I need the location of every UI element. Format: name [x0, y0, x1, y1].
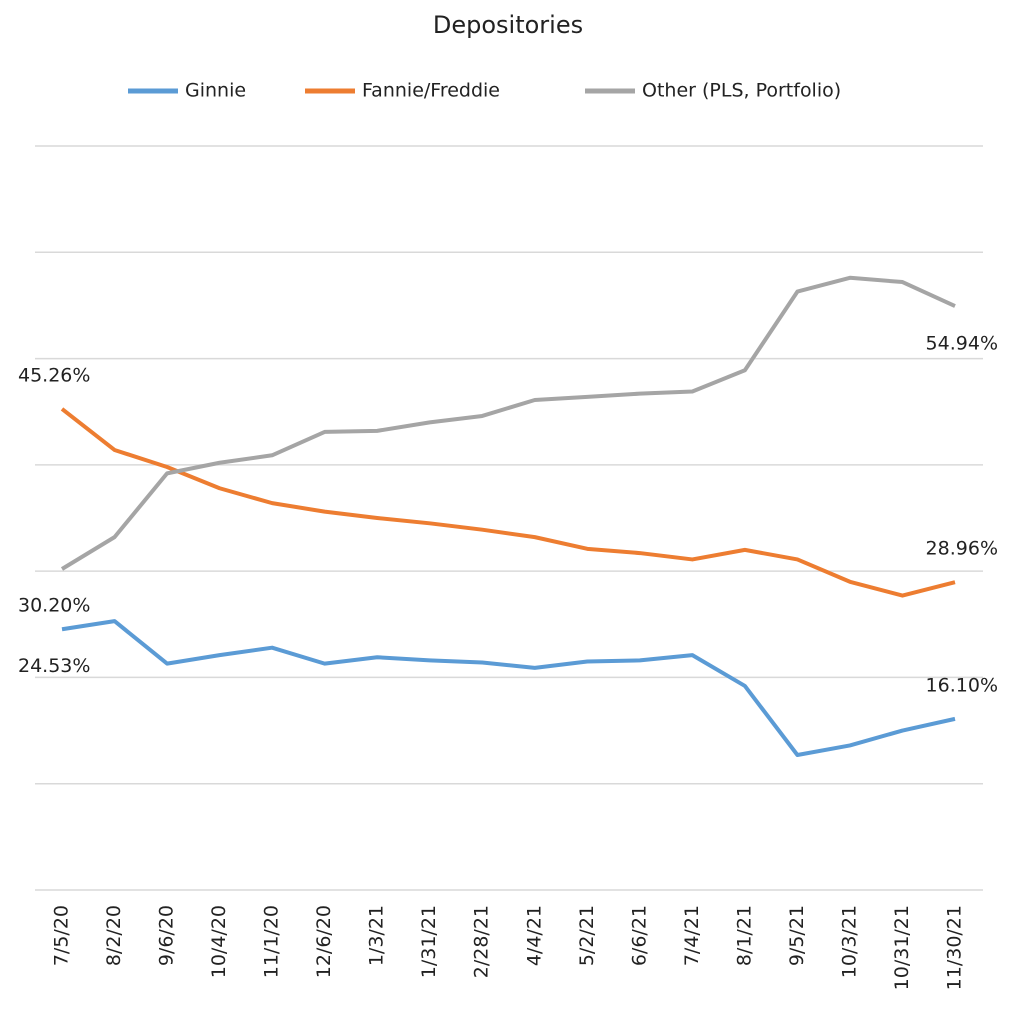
data-line [60, 275, 956, 571]
x-tick-label: 10/3/21 [838, 905, 860, 978]
data-label: 16.10% [926, 674, 998, 696]
x-tick-label: 9/5/21 [786, 905, 808, 966]
x-tick-label: 9/6/20 [156, 905, 178, 966]
x-tick-label: 10/31/21 [891, 905, 913, 990]
data-label: 45.26% [18, 364, 90, 386]
x-tick-label: 8/2/20 [103, 905, 125, 966]
x-tick-label: 4/4/21 [523, 905, 545, 966]
x-tick-label: 11/30/21 [944, 905, 966, 990]
legend-label: Other (PLS, Portfolio) [642, 80, 841, 102]
legend-label: Fannie/Freddie [362, 80, 500, 102]
data-label: 24.53% [18, 655, 90, 677]
legend-label: Ginnie [185, 80, 246, 102]
x-tick-label: 10/4/20 [208, 905, 230, 978]
x-tick-label: 12/6/20 [313, 905, 335, 978]
x-tick-label: 7/4/21 [681, 905, 703, 966]
x-tick-label: 8/1/21 [733, 905, 755, 966]
data-line [60, 407, 956, 598]
data-label: 28.96% [926, 538, 998, 560]
x-tick-label: 1/3/21 [366, 905, 388, 966]
x-tick-label: 7/5/20 [51, 905, 73, 966]
x-tick-label: 5/2/21 [576, 905, 598, 966]
data-label: 30.20% [18, 595, 90, 617]
x-tick-label: 11/1/20 [261, 905, 283, 978]
data-label: 54.94% [926, 333, 998, 355]
x-tick-label: 2/28/21 [471, 905, 493, 978]
chart-title: Depositories [433, 11, 583, 39]
x-tick-label: 6/6/21 [628, 905, 650, 966]
x-tick-label: 1/31/21 [418, 905, 440, 978]
data-line [61, 619, 956, 758]
